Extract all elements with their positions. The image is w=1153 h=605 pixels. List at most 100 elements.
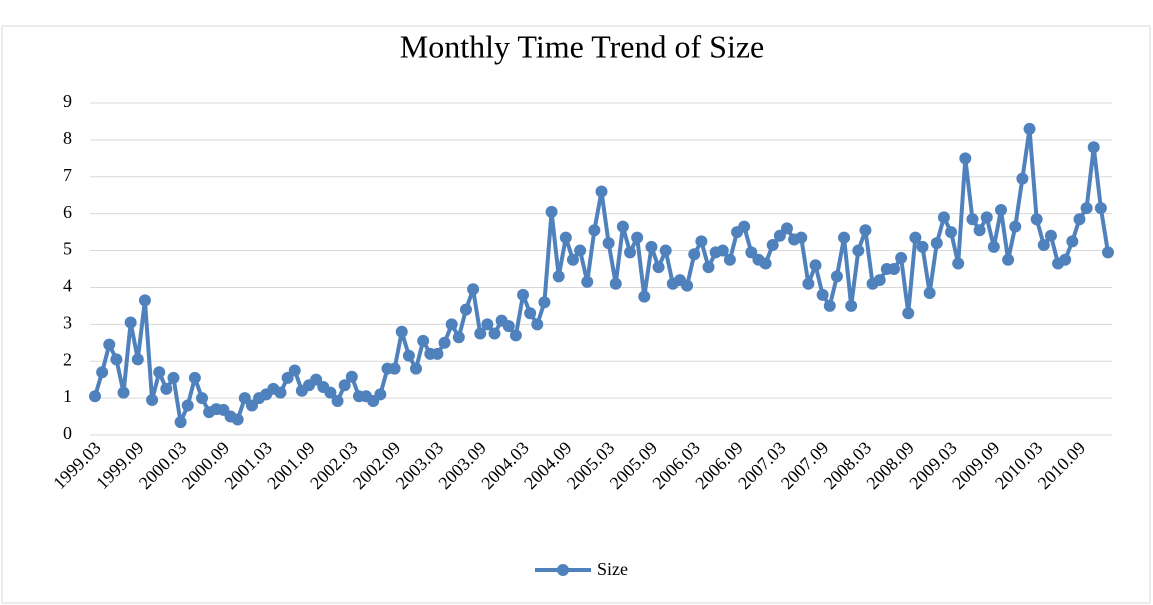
data-point	[402, 349, 415, 362]
data-point	[459, 303, 472, 316]
data-point	[410, 362, 423, 375]
data-point	[131, 353, 144, 366]
data-point	[1059, 253, 1072, 266]
data-point	[1044, 229, 1057, 242]
data-point	[1037, 239, 1050, 252]
data-point	[559, 231, 572, 244]
data-point	[509, 329, 522, 342]
data-point	[1009, 220, 1022, 233]
data-point	[773, 229, 786, 242]
y-tick-label: 2	[63, 349, 72, 369]
data-point	[445, 318, 458, 331]
data-point	[388, 362, 401, 375]
data-point	[830, 270, 843, 283]
y-tick-label: 5	[63, 239, 72, 259]
data-point	[117, 386, 130, 399]
data-point	[838, 231, 851, 244]
data-point	[902, 307, 915, 320]
data-point	[581, 275, 594, 288]
data-point	[552, 270, 565, 283]
data-point	[1023, 122, 1036, 135]
data-point	[930, 237, 943, 250]
legend-label: Size	[597, 559, 628, 579]
data-point	[1066, 235, 1079, 248]
data-point	[1080, 202, 1093, 215]
data-point	[909, 231, 922, 244]
data-point	[288, 364, 301, 377]
y-tick-label: 4	[63, 276, 72, 296]
data-point	[245, 399, 258, 412]
data-point	[524, 307, 537, 320]
data-point	[959, 152, 972, 165]
data-point	[1016, 172, 1029, 185]
data-point	[809, 259, 822, 272]
data-point	[759, 257, 772, 270]
y-tick-label: 8	[63, 128, 72, 148]
data-point	[602, 237, 615, 250]
data-point	[688, 248, 701, 261]
data-point	[417, 334, 430, 347]
data-point	[1002, 253, 1015, 266]
data-point	[89, 390, 101, 403]
data-point	[723, 253, 736, 266]
data-point	[517, 288, 530, 301]
y-tick-label: 6	[63, 202, 72, 222]
data-point	[823, 299, 836, 312]
data-point	[652, 261, 665, 274]
data-point	[588, 224, 601, 237]
data-point	[124, 316, 137, 329]
data-point	[738, 220, 751, 233]
data-point	[531, 318, 544, 331]
data-point	[481, 318, 494, 331]
data-point	[923, 286, 936, 299]
data-point	[545, 205, 558, 218]
data-point	[631, 231, 644, 244]
data-point	[310, 373, 323, 386]
data-point	[146, 393, 159, 406]
data-point	[966, 213, 979, 226]
data-point	[816, 288, 829, 301]
data-point	[502, 320, 515, 333]
data-point	[937, 211, 950, 224]
data-point	[160, 382, 173, 395]
data-point	[780, 222, 793, 235]
data-point	[103, 338, 116, 351]
data-point	[167, 371, 180, 384]
data-point	[281, 371, 294, 384]
data-point	[174, 416, 187, 429]
data-point	[1087, 141, 1100, 154]
data-point	[1073, 213, 1086, 226]
data-point	[745, 246, 758, 259]
data-point	[994, 203, 1007, 216]
data-point	[331, 395, 344, 408]
y-tick-label: 0	[63, 423, 72, 443]
chart-title: Monthly Time Trend of Size	[400, 28, 765, 64]
data-point	[609, 277, 622, 290]
data-point	[987, 240, 1000, 253]
data-point	[873, 274, 886, 287]
data-point	[916, 240, 929, 253]
data-point	[238, 392, 251, 405]
data-point	[181, 399, 194, 412]
data-point	[802, 277, 815, 290]
y-tick-label: 1	[63, 386, 72, 406]
data-point	[973, 224, 986, 237]
data-point	[566, 253, 579, 266]
data-point	[702, 261, 715, 274]
data-point	[980, 211, 993, 224]
legend-marker	[557, 564, 569, 576]
chart-frame	[1, 25, 1151, 604]
data-point	[153, 366, 166, 379]
data-point	[452, 331, 465, 344]
data-point	[952, 257, 965, 270]
y-tick-label: 7	[63, 165, 72, 185]
data-point	[945, 226, 958, 239]
data-point	[595, 185, 608, 198]
data-point	[324, 386, 337, 399]
data-point	[438, 336, 451, 349]
data-point	[859, 224, 872, 237]
data-point	[1030, 213, 1043, 226]
data-point	[1094, 202, 1107, 215]
data-point	[638, 290, 651, 303]
data-point	[845, 299, 858, 312]
